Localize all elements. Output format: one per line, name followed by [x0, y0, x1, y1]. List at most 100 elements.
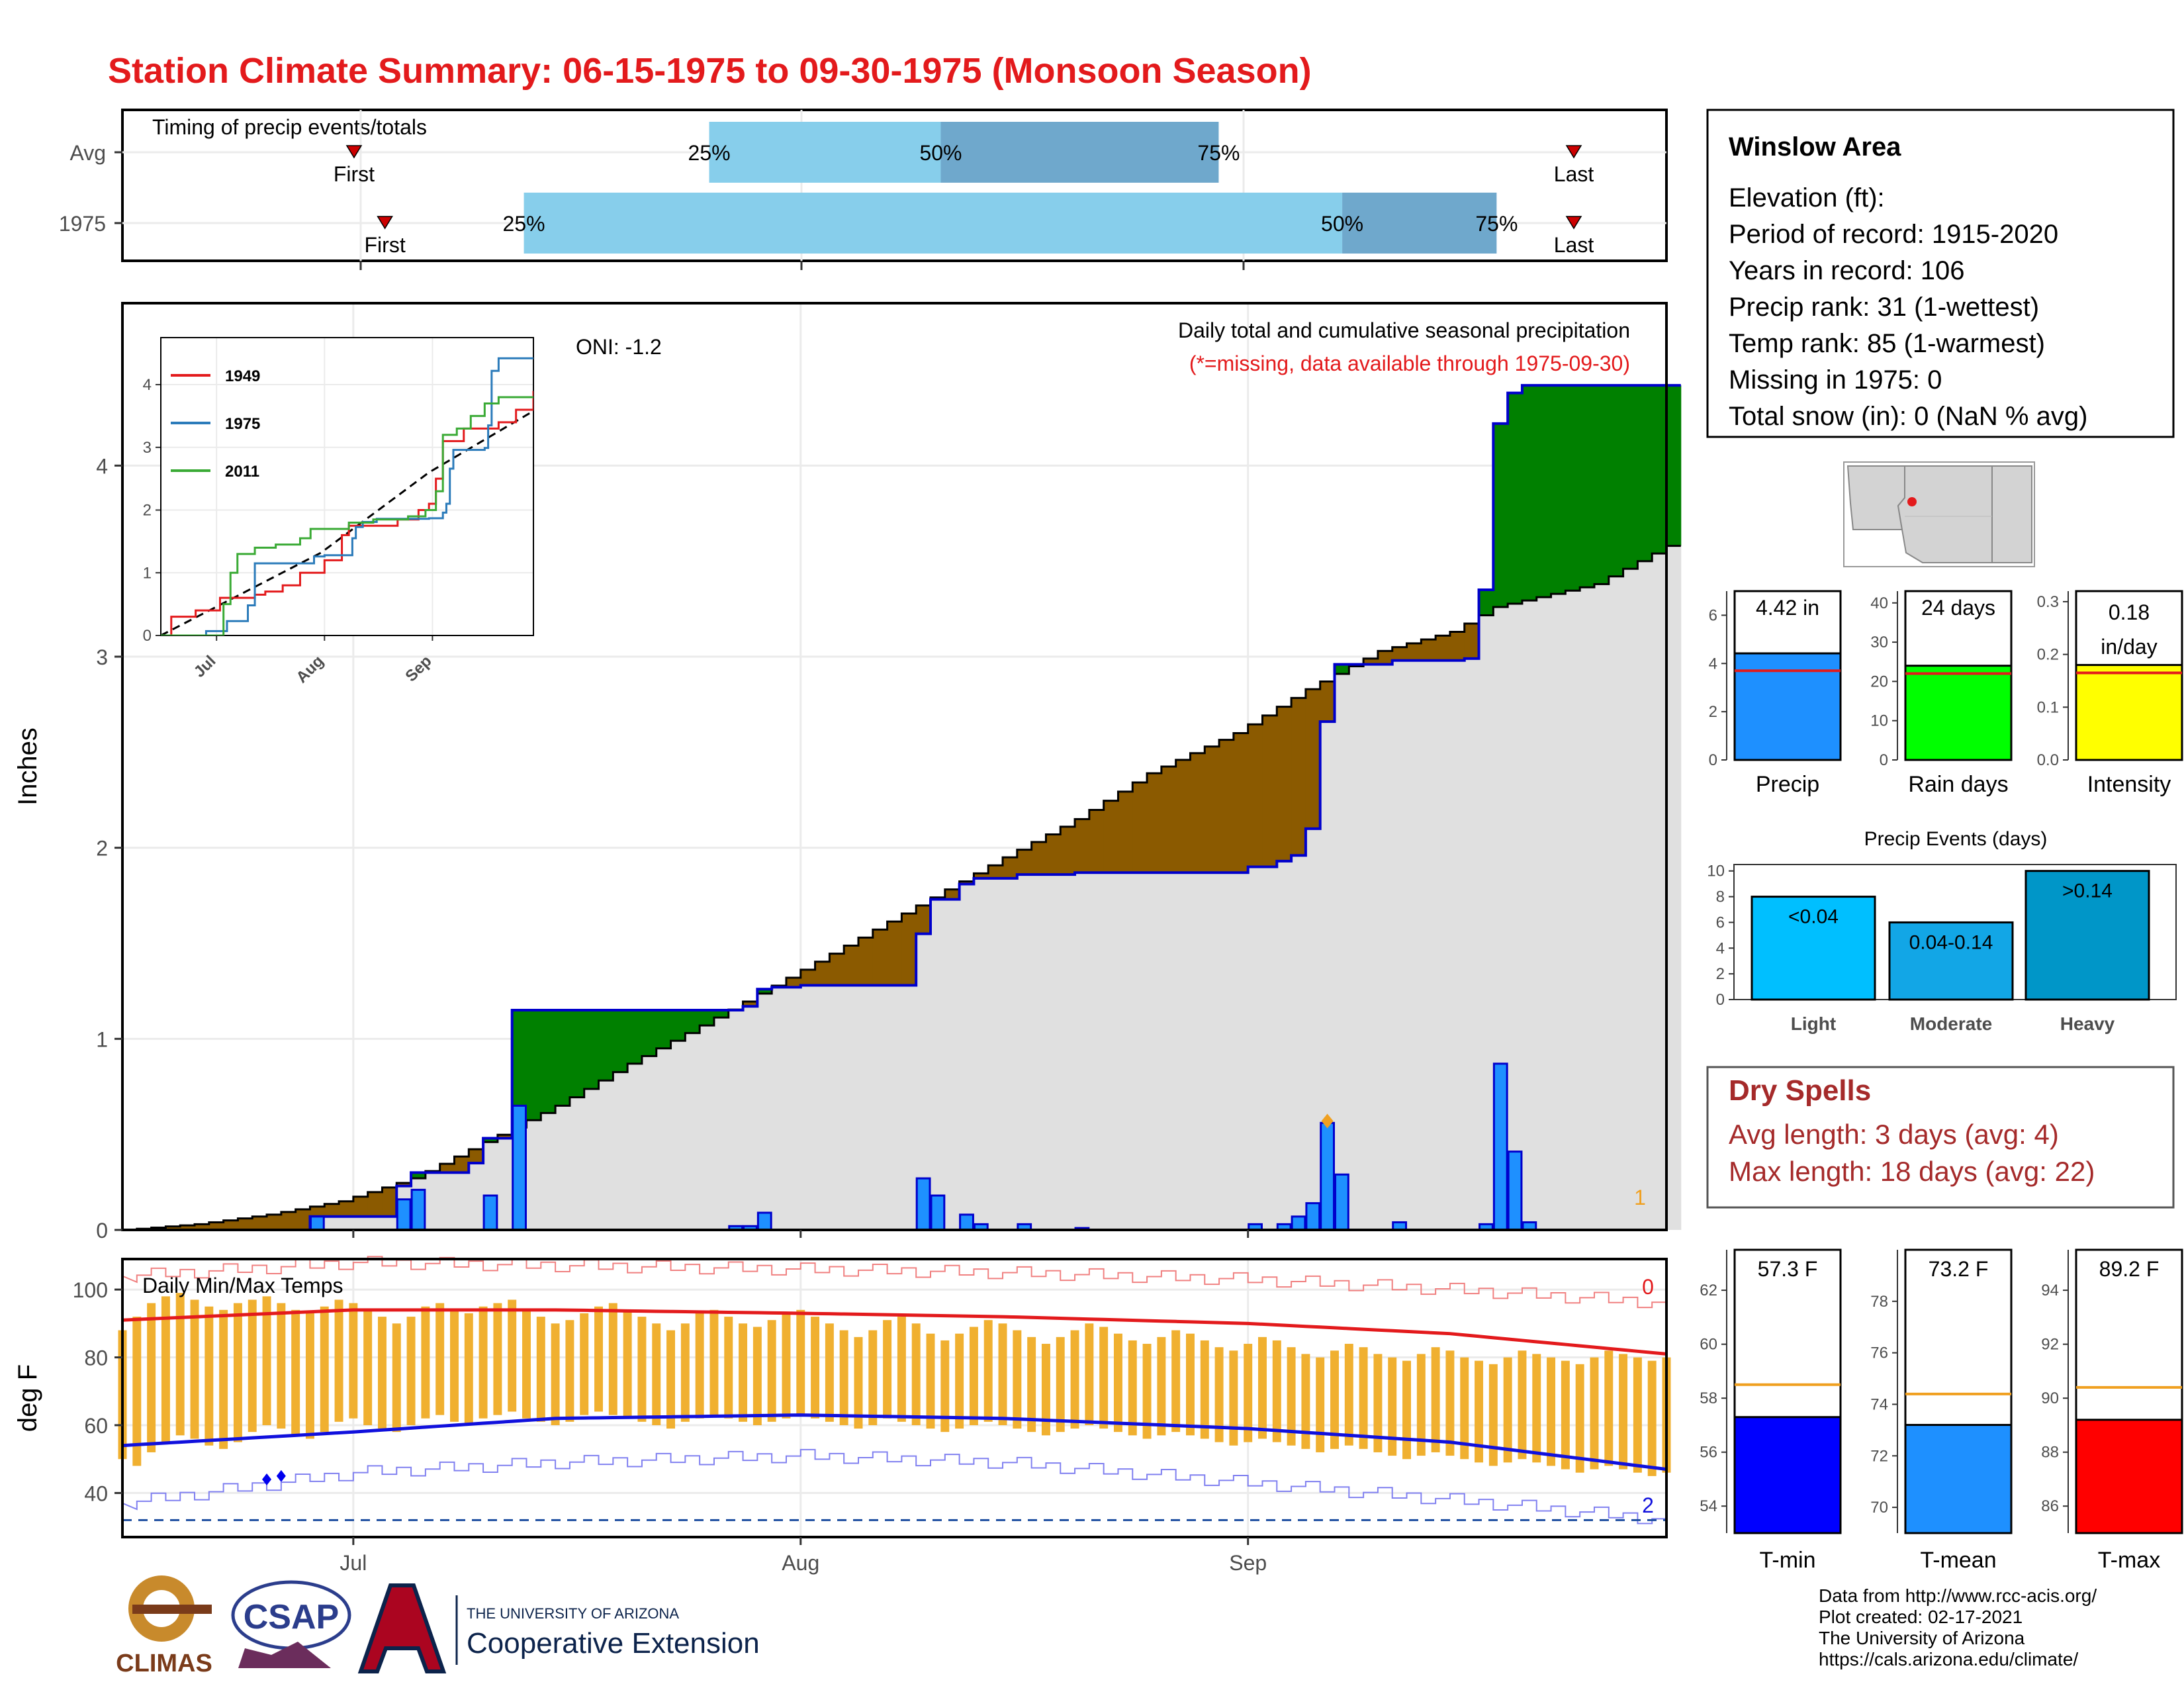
cumulative-base-area	[1190, 872, 1205, 1230]
daily-temp-range-bar	[1258, 1336, 1267, 1439]
daily-temp-range-bar	[248, 1299, 257, 1432]
tstat-tick-label: 88	[2041, 1444, 2059, 1462]
cumulative-base-area	[1594, 584, 1610, 1230]
timing-last-label: Last	[1554, 162, 1594, 186]
above-average-area	[1551, 385, 1566, 594]
tstat-tick-label: 78	[1870, 1293, 1888, 1311]
stat-tick-label: 2	[1709, 703, 1717, 721]
daily-temp-range-bar	[320, 1306, 329, 1432]
cumulative-base-area	[555, 1105, 570, 1230]
events-bar-text: 0.04-0.14	[1909, 931, 1993, 953]
above-average-area	[1580, 385, 1595, 588]
below-average-area	[944, 889, 960, 900]
inset-legend-label: 1949	[225, 367, 260, 385]
cumulative-base-area	[1175, 872, 1191, 1230]
cumulative-base-area	[1449, 660, 1465, 1230]
daily-temp-range-bar	[580, 1313, 589, 1415]
daily-temp-range-bar	[1316, 1357, 1325, 1452]
cumulative-base-area	[627, 1063, 643, 1230]
below-average-area	[208, 1222, 224, 1230]
below-average-area	[238, 1218, 253, 1230]
daily-temp-range-bar	[1647, 1360, 1657, 1476]
below-average-area	[339, 1201, 354, 1217]
above-average-area	[598, 1010, 614, 1081]
timing-q75-label: 75%	[1475, 212, 1518, 236]
below-average-area	[1248, 724, 1263, 867]
above-average-area	[627, 1010, 643, 1064]
daily-temp-range-bar	[1373, 1354, 1383, 1452]
station-info-line: Total snow (in): 0 (NaN % avg)	[1729, 402, 2087, 431]
inset-series-2011	[161, 396, 533, 635]
cumulative-base-area	[454, 1172, 469, 1230]
daily-temp-range-bar	[147, 1303, 156, 1452]
station-info-line: Elevation (ft):	[1729, 183, 1885, 212]
timing-q25-label: 25%	[688, 141, 731, 165]
cumulative-base-area	[1219, 872, 1234, 1230]
inset-border	[160, 337, 534, 636]
daily-temp-range-bar	[1402, 1360, 1412, 1460]
cumulative-base-area	[1046, 874, 1061, 1230]
tstat-value-label: 57.3 F	[1758, 1257, 1818, 1281]
cumulative-base-area	[1161, 872, 1177, 1230]
cumulative-base-area	[1551, 594, 1566, 1230]
daily-temp-range-bar	[695, 1313, 704, 1419]
above-average-area	[1334, 664, 1349, 674]
ua-big-text: Cooperative Extension	[467, 1627, 760, 1660]
dry-spells-avg: Avg length: 3 days (avg: 4)	[1729, 1119, 2059, 1150]
above-average-area	[685, 1010, 700, 1033]
daily-temp-range-bar	[1330, 1350, 1339, 1449]
below-average-area	[396, 1182, 412, 1186]
stat-tick-label: 10	[1870, 712, 1888, 730]
inset-legend-label: 2011	[225, 463, 259, 481]
stat-label: Precip	[1756, 772, 1819, 797]
cumulative-base-area	[584, 1088, 600, 1230]
cumulative-base-area	[685, 1033, 700, 1230]
stat-tick-label: 40	[1870, 594, 1888, 612]
timing-bar-q25-q50	[523, 193, 1343, 254]
cumulative-base-area	[800, 985, 816, 1230]
cumulative-base-area	[959, 884, 974, 1230]
events-category-label: Heavy	[2060, 1013, 2115, 1034]
daily-precip-bar	[1334, 1173, 1349, 1231]
daily-temp-range-bar	[1171, 1330, 1181, 1432]
events-bar	[2025, 870, 2150, 1001]
daily-temp-range-bar	[955, 1333, 964, 1429]
inset-series-1975	[161, 357, 533, 635]
cumulative-base-area	[339, 1216, 354, 1230]
cumulative-base-area	[1464, 658, 1480, 1230]
above-average-area	[1623, 385, 1638, 569]
station-info-line: Years in record: 106	[1729, 256, 1965, 285]
cumulative-base-area	[1320, 722, 1336, 1230]
stat-value-bar	[2075, 664, 2183, 761]
stat-value-label: 4.42 in	[1756, 596, 1819, 620]
daily-temp-range-bar	[219, 1309, 228, 1449]
precip-events-chart: Precip Events (days) 0 2 4 6 8 10 <0.04 Light 0.…	[1707, 828, 2177, 1034]
tstat-value-bar	[2075, 1419, 2183, 1534]
cumulative-base-area	[1349, 666, 1364, 1230]
cumulative-base-area	[743, 1006, 758, 1230]
timing-q75-label: 75%	[1197, 141, 1240, 165]
csap-logo: CSAP	[231, 1580, 351, 1668]
temp-corner-top: 0	[1642, 1275, 1654, 1299]
below-average-area	[1060, 826, 1075, 875]
daily-temp-range-bar	[724, 1317, 733, 1419]
daily-temp-range-bar	[1056, 1336, 1065, 1432]
month-tick-label: Sep	[1229, 1551, 1267, 1575]
inset-y-tick-label: 2	[143, 502, 152, 520]
cumulative-base-area	[988, 878, 1003, 1230]
university-of-arizona-logo: THE UNIVERSITY OF ARIZONA Cooperative Ex…	[357, 1583, 760, 1673]
month-tick-label: Jul	[340, 1551, 367, 1575]
above-average-area	[1479, 589, 1494, 616]
avg-max-temp-line	[122, 1308, 1667, 1356]
daily-temp-range-bar	[1575, 1364, 1584, 1473]
below-average-area	[1421, 639, 1436, 661]
daily-temp-range-bar	[1547, 1357, 1556, 1466]
below-average-area	[1435, 635, 1451, 661]
temp-y-tick-label: 60	[84, 1414, 108, 1438]
daily-temp-range-bar	[277, 1303, 286, 1429]
tstat-label: T-max	[2098, 1548, 2160, 1573]
station-info-box: Winslow Area Elevation (ft): Period of re…	[1706, 109, 2175, 438]
below-average-area	[1262, 715, 1277, 867]
daily-temp-range-bar	[305, 1313, 314, 1439]
station-name: Winslow Area	[1729, 132, 1901, 162]
